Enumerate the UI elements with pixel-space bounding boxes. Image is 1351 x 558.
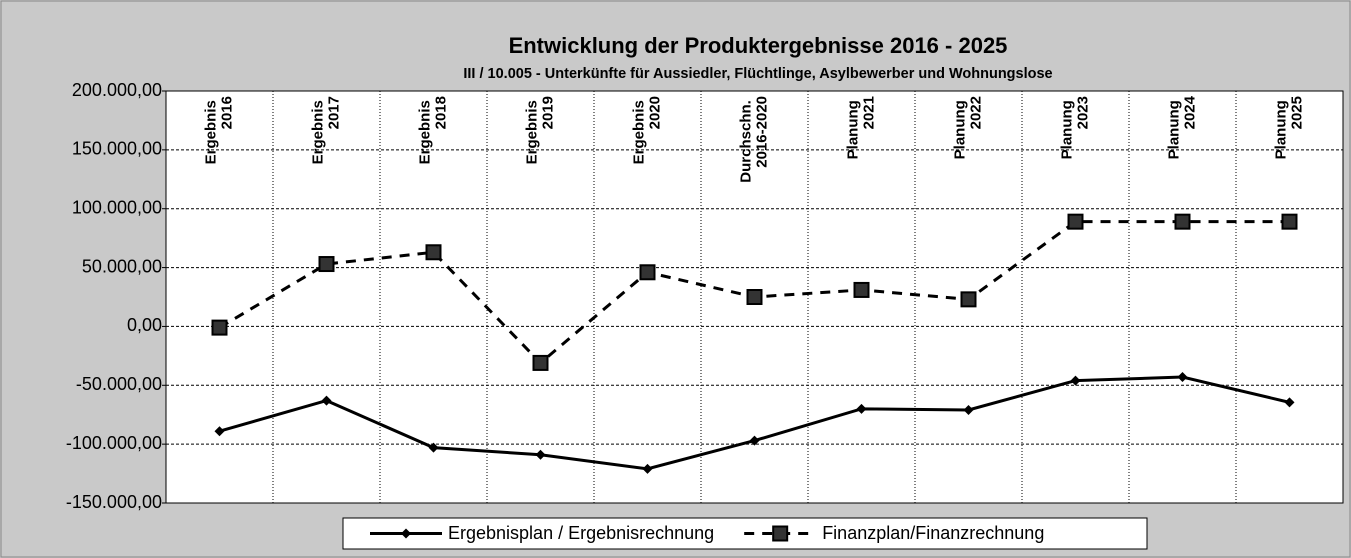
y-tick-label: -50.000,00 — [76, 374, 162, 394]
marker-diamond — [642, 463, 653, 474]
marker-diamond — [1070, 375, 1081, 386]
legend-label: Ergebnisplan / Ergebnisrechnung — [448, 523, 714, 543]
legend-marker — [772, 525, 789, 542]
marker-diamond — [1284, 397, 1295, 408]
marker-square — [746, 289, 763, 305]
marker-diamond — [1177, 372, 1188, 383]
y-tick-label: 150.000,00 — [72, 139, 162, 159]
category-label: Ergebnis 2019 — [523, 96, 556, 164]
marker-square — [532, 354, 549, 371]
marker-diamond — [321, 395, 332, 406]
y-tick-label: 200.000,00 — [72, 80, 162, 100]
marker-diamond — [963, 405, 974, 416]
marker-square — [318, 256, 335, 273]
chart-subtitle: III / 10.005 - Unterkünfte für Aussiedle… — [463, 66, 1052, 82]
marker-square — [1174, 213, 1191, 230]
legend-label: Finanzplan/Finanzrechnung — [822, 523, 1044, 543]
marker-diamond — [749, 435, 760, 446]
category-label: Planung 2025 — [1272, 96, 1305, 159]
category-label: Ergebnis 2018 — [416, 96, 449, 164]
y-tick-label: 0,00 — [127, 315, 162, 335]
y-tick-label: -150.000,00 — [66, 492, 162, 512]
category-label: Ergebnis 2016 — [202, 96, 235, 164]
chart-title: Entwicklung der Produktergebnisse 2016 -… — [509, 33, 1008, 58]
marker-square — [960, 291, 977, 308]
plot-border — [165, 90, 1344, 504]
category-label: Durchschn. 2016-2020 — [737, 96, 770, 183]
category-label: Planung 2022 — [951, 96, 984, 159]
marker-diamond — [428, 442, 439, 453]
y-tick-label: 100.000,00 — [72, 197, 162, 217]
y-tick-label: 50.000,00 — [82, 256, 162, 276]
marker-diamond — [214, 426, 225, 437]
category-label: Planung 2023 — [1058, 96, 1091, 159]
category-label: Ergebnis 2020 — [630, 96, 663, 164]
legend-marker — [401, 528, 411, 539]
marker-square — [1067, 213, 1084, 230]
marker-square — [639, 264, 656, 281]
marker-square — [425, 244, 442, 261]
marker-square — [1281, 213, 1298, 230]
marker-diamond — [535, 449, 546, 460]
marker-diamond — [856, 403, 867, 414]
marker-square — [211, 319, 228, 336]
y-tick-label: -100.000,00 — [66, 433, 162, 453]
category-label: Planung 2024 — [1165, 95, 1198, 159]
marker-square — [853, 281, 870, 298]
category-label: Ergebnis 2017 — [309, 96, 342, 164]
category-label: Planung 2021 — [844, 96, 877, 159]
